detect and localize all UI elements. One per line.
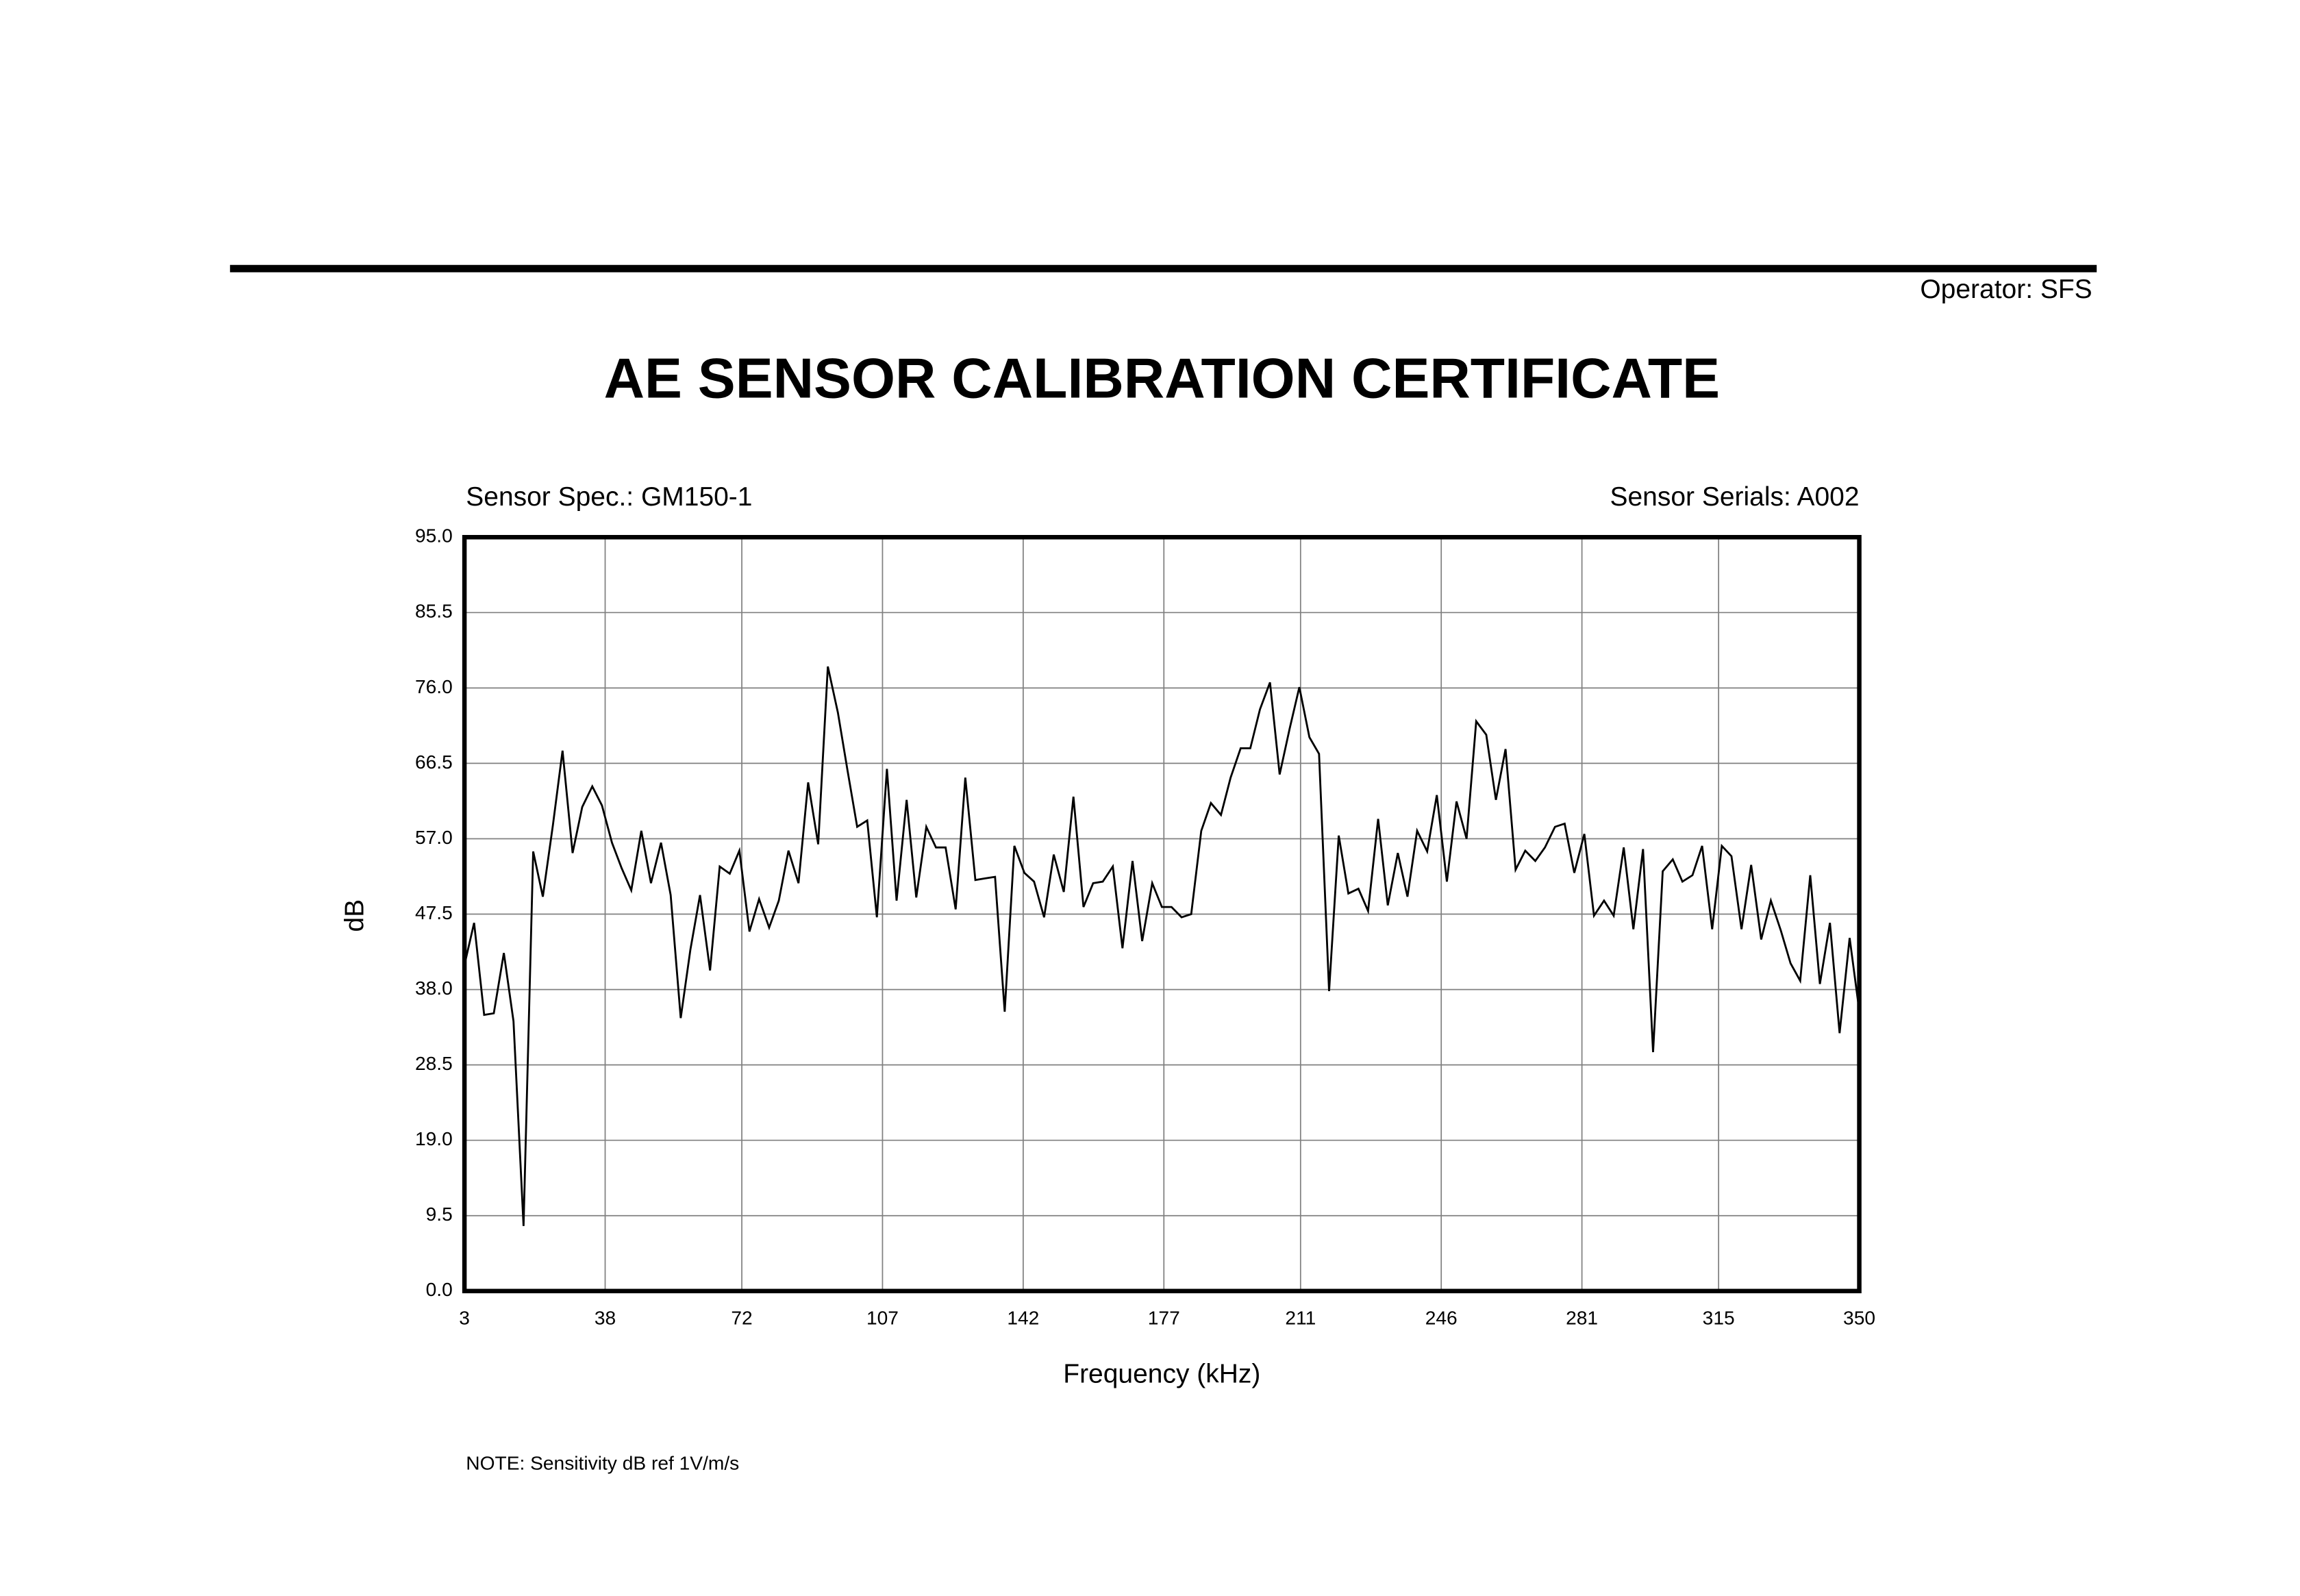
x-axis-label: Frequency (kHz)	[1063, 1360, 1260, 1389]
x-tick-label: 211	[1285, 1307, 1316, 1328]
y-tick-label: 38.0	[415, 977, 453, 999]
y-tick-label: 95.0	[415, 525, 453, 547]
x-tick-label: 38	[595, 1307, 616, 1328]
chart-title: AE SENSOR CALIBRATION CERTIFICATE	[604, 347, 1721, 410]
x-tick-label: 177	[1148, 1307, 1180, 1328]
y-tick-label: 9.5	[426, 1204, 453, 1225]
x-tick-label: 107	[866, 1307, 899, 1328]
x-tick-label: 72	[731, 1307, 752, 1328]
x-tick-label: 142	[1007, 1307, 1039, 1328]
y-tick-label: 19.0	[415, 1128, 453, 1149]
note: NOTE: Sensitivity dB ref 1V/m/s	[466, 1453, 739, 1474]
x-tick-label: 246	[1425, 1307, 1458, 1328]
x-tick-label: 3	[459, 1307, 470, 1328]
y-tick-label: 0.0	[426, 1279, 453, 1300]
y-tick-label: 28.5	[415, 1053, 453, 1074]
operator: Operator: SFS	[1920, 275, 2092, 304]
y-tick-label: 47.5	[415, 902, 453, 923]
y-tick-label: 76.0	[415, 676, 453, 697]
sensor-serials: Sensor Serials: A002	[1610, 482, 1859, 512]
y-tick-label: 85.5	[415, 601, 453, 622]
y-axis-label: dB	[340, 899, 369, 932]
x-tick-label: 315	[1703, 1307, 1735, 1328]
y-tick-label: 57.0	[415, 827, 453, 848]
x-tick-label: 281	[1566, 1307, 1598, 1328]
data-line	[463, 666, 1860, 1226]
plot-frame	[462, 534, 1862, 1294]
y-tick-label: 66.5	[415, 751, 453, 773]
x-tick-label: 350	[1843, 1307, 1875, 1328]
sensor-spec: Sensor Spec.: GM150-1	[466, 482, 752, 512]
